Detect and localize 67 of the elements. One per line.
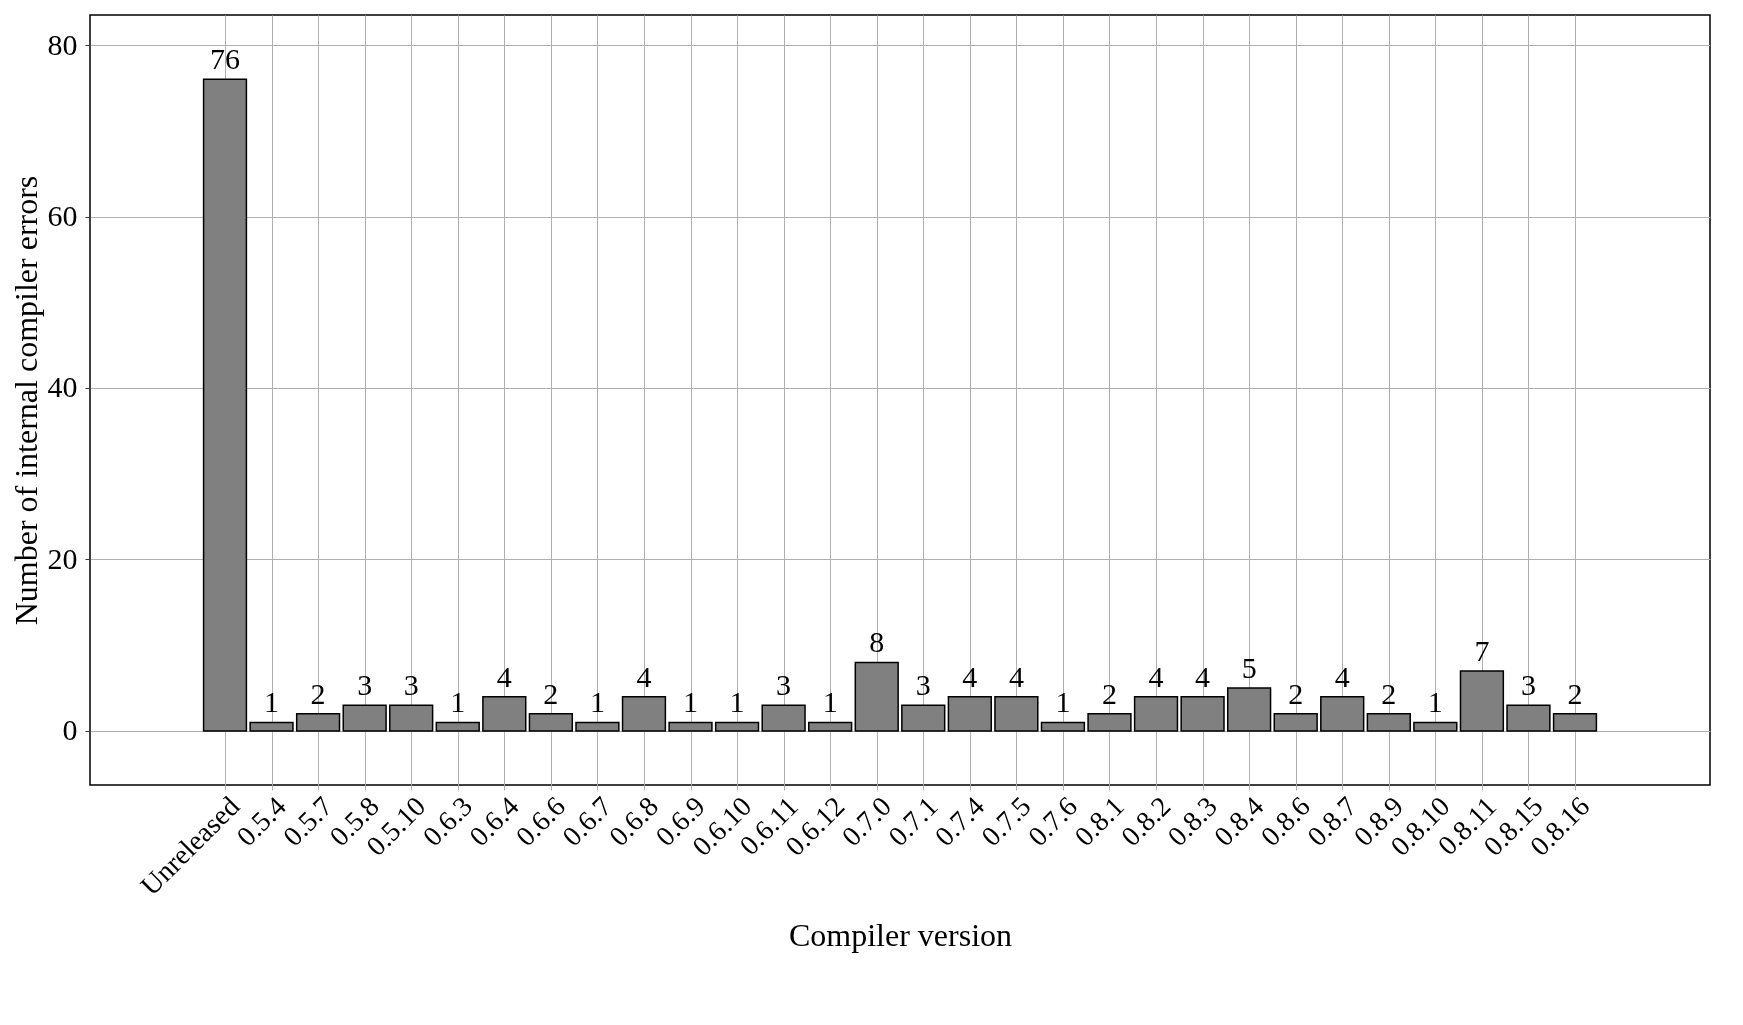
bar — [1366, 713, 1411, 732]
bar — [342, 704, 387, 732]
y-tick-label: 80 — [47, 27, 78, 61]
data-label: 1 — [729, 685, 745, 719]
bar — [1320, 695, 1365, 732]
bar — [714, 721, 760, 732]
x-axis-title: Compiler version — [788, 917, 1013, 954]
data-label: 1 — [1427, 685, 1443, 719]
bar — [761, 704, 806, 732]
bar — [947, 695, 992, 732]
bar — [1133, 695, 1179, 732]
bar — [901, 704, 946, 732]
data-label: 3 — [776, 668, 792, 702]
data-label: 4 — [1148, 659, 1164, 693]
data-label: 3 — [403, 668, 419, 702]
bar — [575, 721, 620, 732]
data-label: 2 — [1288, 676, 1304, 710]
data-label: 3 — [915, 668, 931, 702]
bar — [482, 695, 527, 732]
data-label: 1 — [450, 685, 466, 719]
data-label: 1 — [264, 685, 280, 719]
bar — [1552, 713, 1598, 732]
bar — [808, 721, 853, 732]
data-label: 4 — [636, 659, 652, 693]
data-label: 1 — [683, 685, 699, 719]
bar — [1413, 721, 1458, 732]
bar — [202, 78, 248, 732]
data-label: 3 — [1520, 668, 1536, 702]
data-label: 8 — [869, 625, 885, 659]
data-label: 4 — [1195, 659, 1211, 693]
y-tick-label: 60 — [47, 199, 78, 232]
data-label: 4 — [1008, 659, 1024, 693]
bar — [994, 695, 1039, 732]
data-label: 76 — [210, 42, 240, 76]
bar — [668, 721, 713, 732]
data-label: 2 — [1101, 676, 1117, 710]
data-label: 2 — [310, 676, 326, 710]
bar — [854, 661, 899, 732]
data-label: 4 — [496, 659, 512, 693]
data-label: 4 — [1334, 659, 1350, 693]
data-label: 7 — [1474, 633, 1490, 667]
data-label: 4 — [962, 659, 978, 693]
y-axis-title: Number of internal compiler errors — [7, 175, 44, 626]
bar — [1040, 721, 1086, 732]
y-tick-label: 20 — [47, 541, 78, 575]
data-label: 1 — [1055, 685, 1071, 719]
bar — [295, 713, 341, 732]
bar — [249, 721, 294, 732]
bar — [1273, 713, 1318, 732]
data-label: 2 — [1381, 676, 1397, 710]
bar — [1087, 713, 1132, 732]
bar — [528, 713, 574, 732]
data-label: 2 — [1567, 676, 1583, 710]
bar — [621, 695, 667, 732]
bar — [1180, 695, 1225, 732]
data-label: 3 — [357, 668, 373, 702]
data-label: 2 — [543, 676, 559, 710]
y-tick-label: 40 — [47, 370, 78, 404]
bar — [435, 721, 480, 732]
bar — [1506, 704, 1551, 732]
data-label: 1 — [589, 685, 605, 719]
data-label: 5 — [1241, 651, 1257, 685]
y-tick-label: 0 — [62, 713, 78, 747]
bar — [1459, 670, 1505, 732]
data-label: 1 — [822, 685, 838, 719]
bar — [389, 704, 434, 732]
bar — [1226, 687, 1272, 732]
